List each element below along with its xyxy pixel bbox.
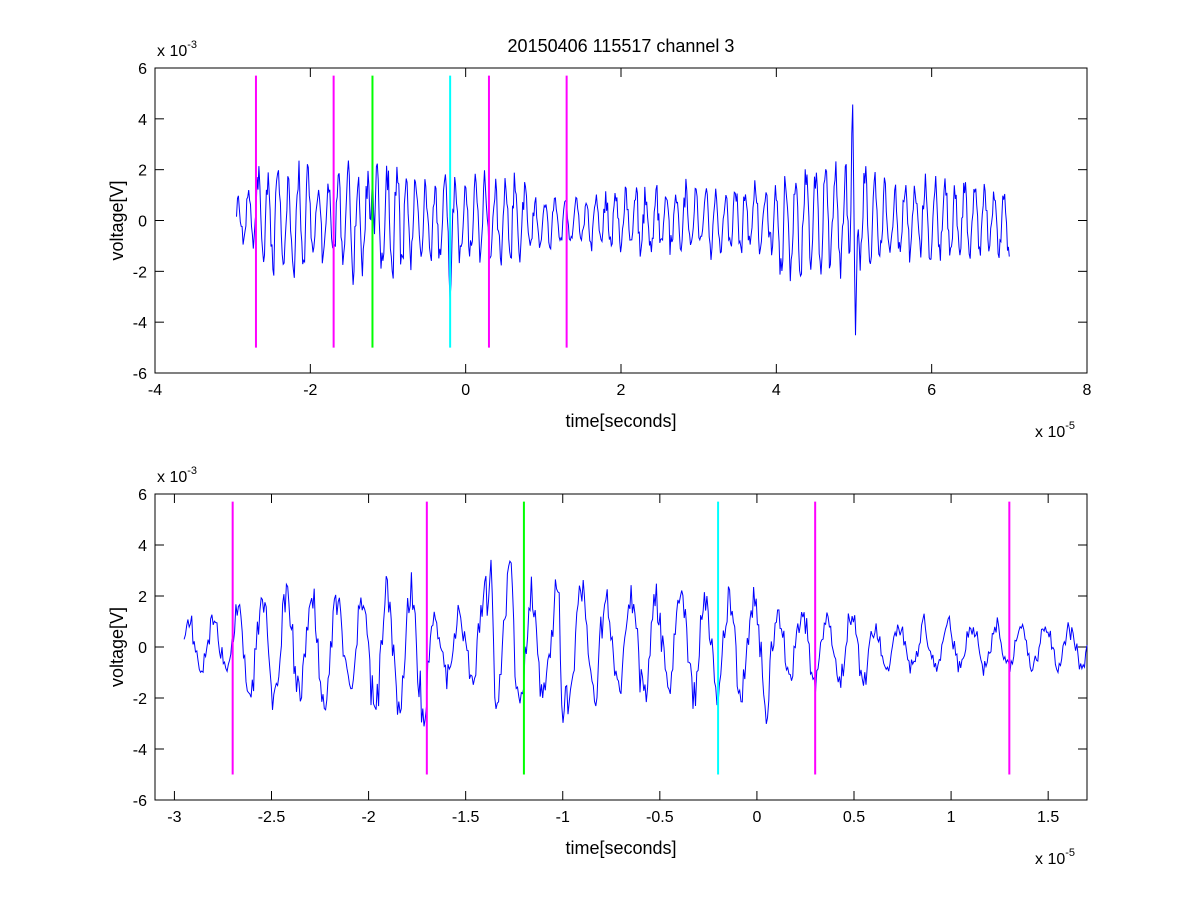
- chart2-ytick-label: -4: [133, 742, 147, 759]
- chart1-ytick-label: -6: [133, 366, 147, 383]
- chart1-ytick-label: -2: [133, 264, 147, 281]
- chart2-ytick-label: 0: [138, 640, 147, 657]
- chart2-xtick-label: -3: [167, 809, 181, 826]
- chart1-ytick-label: 2: [138, 163, 147, 180]
- chart2-ytick-label: -6: [133, 793, 147, 810]
- chart1-ylabel: voltage[V]: [107, 180, 127, 260]
- chart2-ytick-label: 4: [138, 538, 147, 555]
- chart1-ytick-label: 4: [138, 112, 147, 129]
- chart2-xtick-label: -1: [556, 809, 570, 826]
- chart2-x-exponent: x 10-5: [1035, 847, 1075, 868]
- chart1-xtick-label: -4: [148, 382, 162, 399]
- chart2-xtick-label: -1.5: [452, 809, 480, 826]
- chart2-xtick-label: 0: [752, 809, 761, 826]
- chart1-ytick-label: -4: [133, 315, 147, 332]
- chart1-ytick-label: 6: [138, 61, 147, 78]
- chart2-xtick-label: 1: [947, 809, 956, 826]
- chart2-xtick-label: 0.5: [843, 809, 865, 826]
- chart1-plot: -4 -2 0 2 4 6 8-6-4-20246time[seconds]voltage[…: [107, 36, 1092, 441]
- chart1-xtick-label: 8: [1083, 382, 1092, 399]
- chart1-xtick-label: -2: [303, 382, 317, 399]
- chart1-xtick-label: 4: [772, 382, 781, 399]
- chart1-xtick-label: 2: [617, 382, 626, 399]
- chart2-ytick-label: -2: [133, 691, 147, 708]
- chart2-signal-line: [183, 559, 1088, 727]
- chart2-y-exponent: x 10-3: [157, 465, 197, 486]
- chart1-signal-line: [236, 104, 1010, 336]
- chart2-xtick-label: -0.5: [646, 809, 674, 826]
- chart2-ytick-label: 6: [138, 487, 147, 504]
- chart1-x-exponent: x 10-5: [1035, 420, 1075, 441]
- chart2-xtick-label: -2.5: [258, 809, 286, 826]
- chart2-xtick-label: 1.5: [1037, 809, 1059, 826]
- chart1-xtick-label: 0: [461, 382, 470, 399]
- chart1-title: 20150406 115517 channel 3: [508, 36, 735, 56]
- chart2-xtick-label: -2: [361, 809, 375, 826]
- chart2-xlabel: time[seconds]: [565, 838, 676, 858]
- chart1-ytick-label: 0: [138, 214, 147, 231]
- chart2-axes-box: [154, 493, 1088, 801]
- chart2-ytick-label: 2: [138, 589, 147, 606]
- chart2-ylabel: voltage[V]: [107, 607, 127, 687]
- chart1-y-exponent: x 10-3: [157, 39, 197, 60]
- chart1-xlabel: time[seconds]: [565, 411, 676, 431]
- chart2-plot: -3 -2.5 -2 -1.5 -1 -0.5 0 0.5 1 1.5 -6 -4 -2 0 2 4 6 time…: [107, 465, 1088, 868]
- chart1-xtick-label: 6: [927, 382, 936, 399]
